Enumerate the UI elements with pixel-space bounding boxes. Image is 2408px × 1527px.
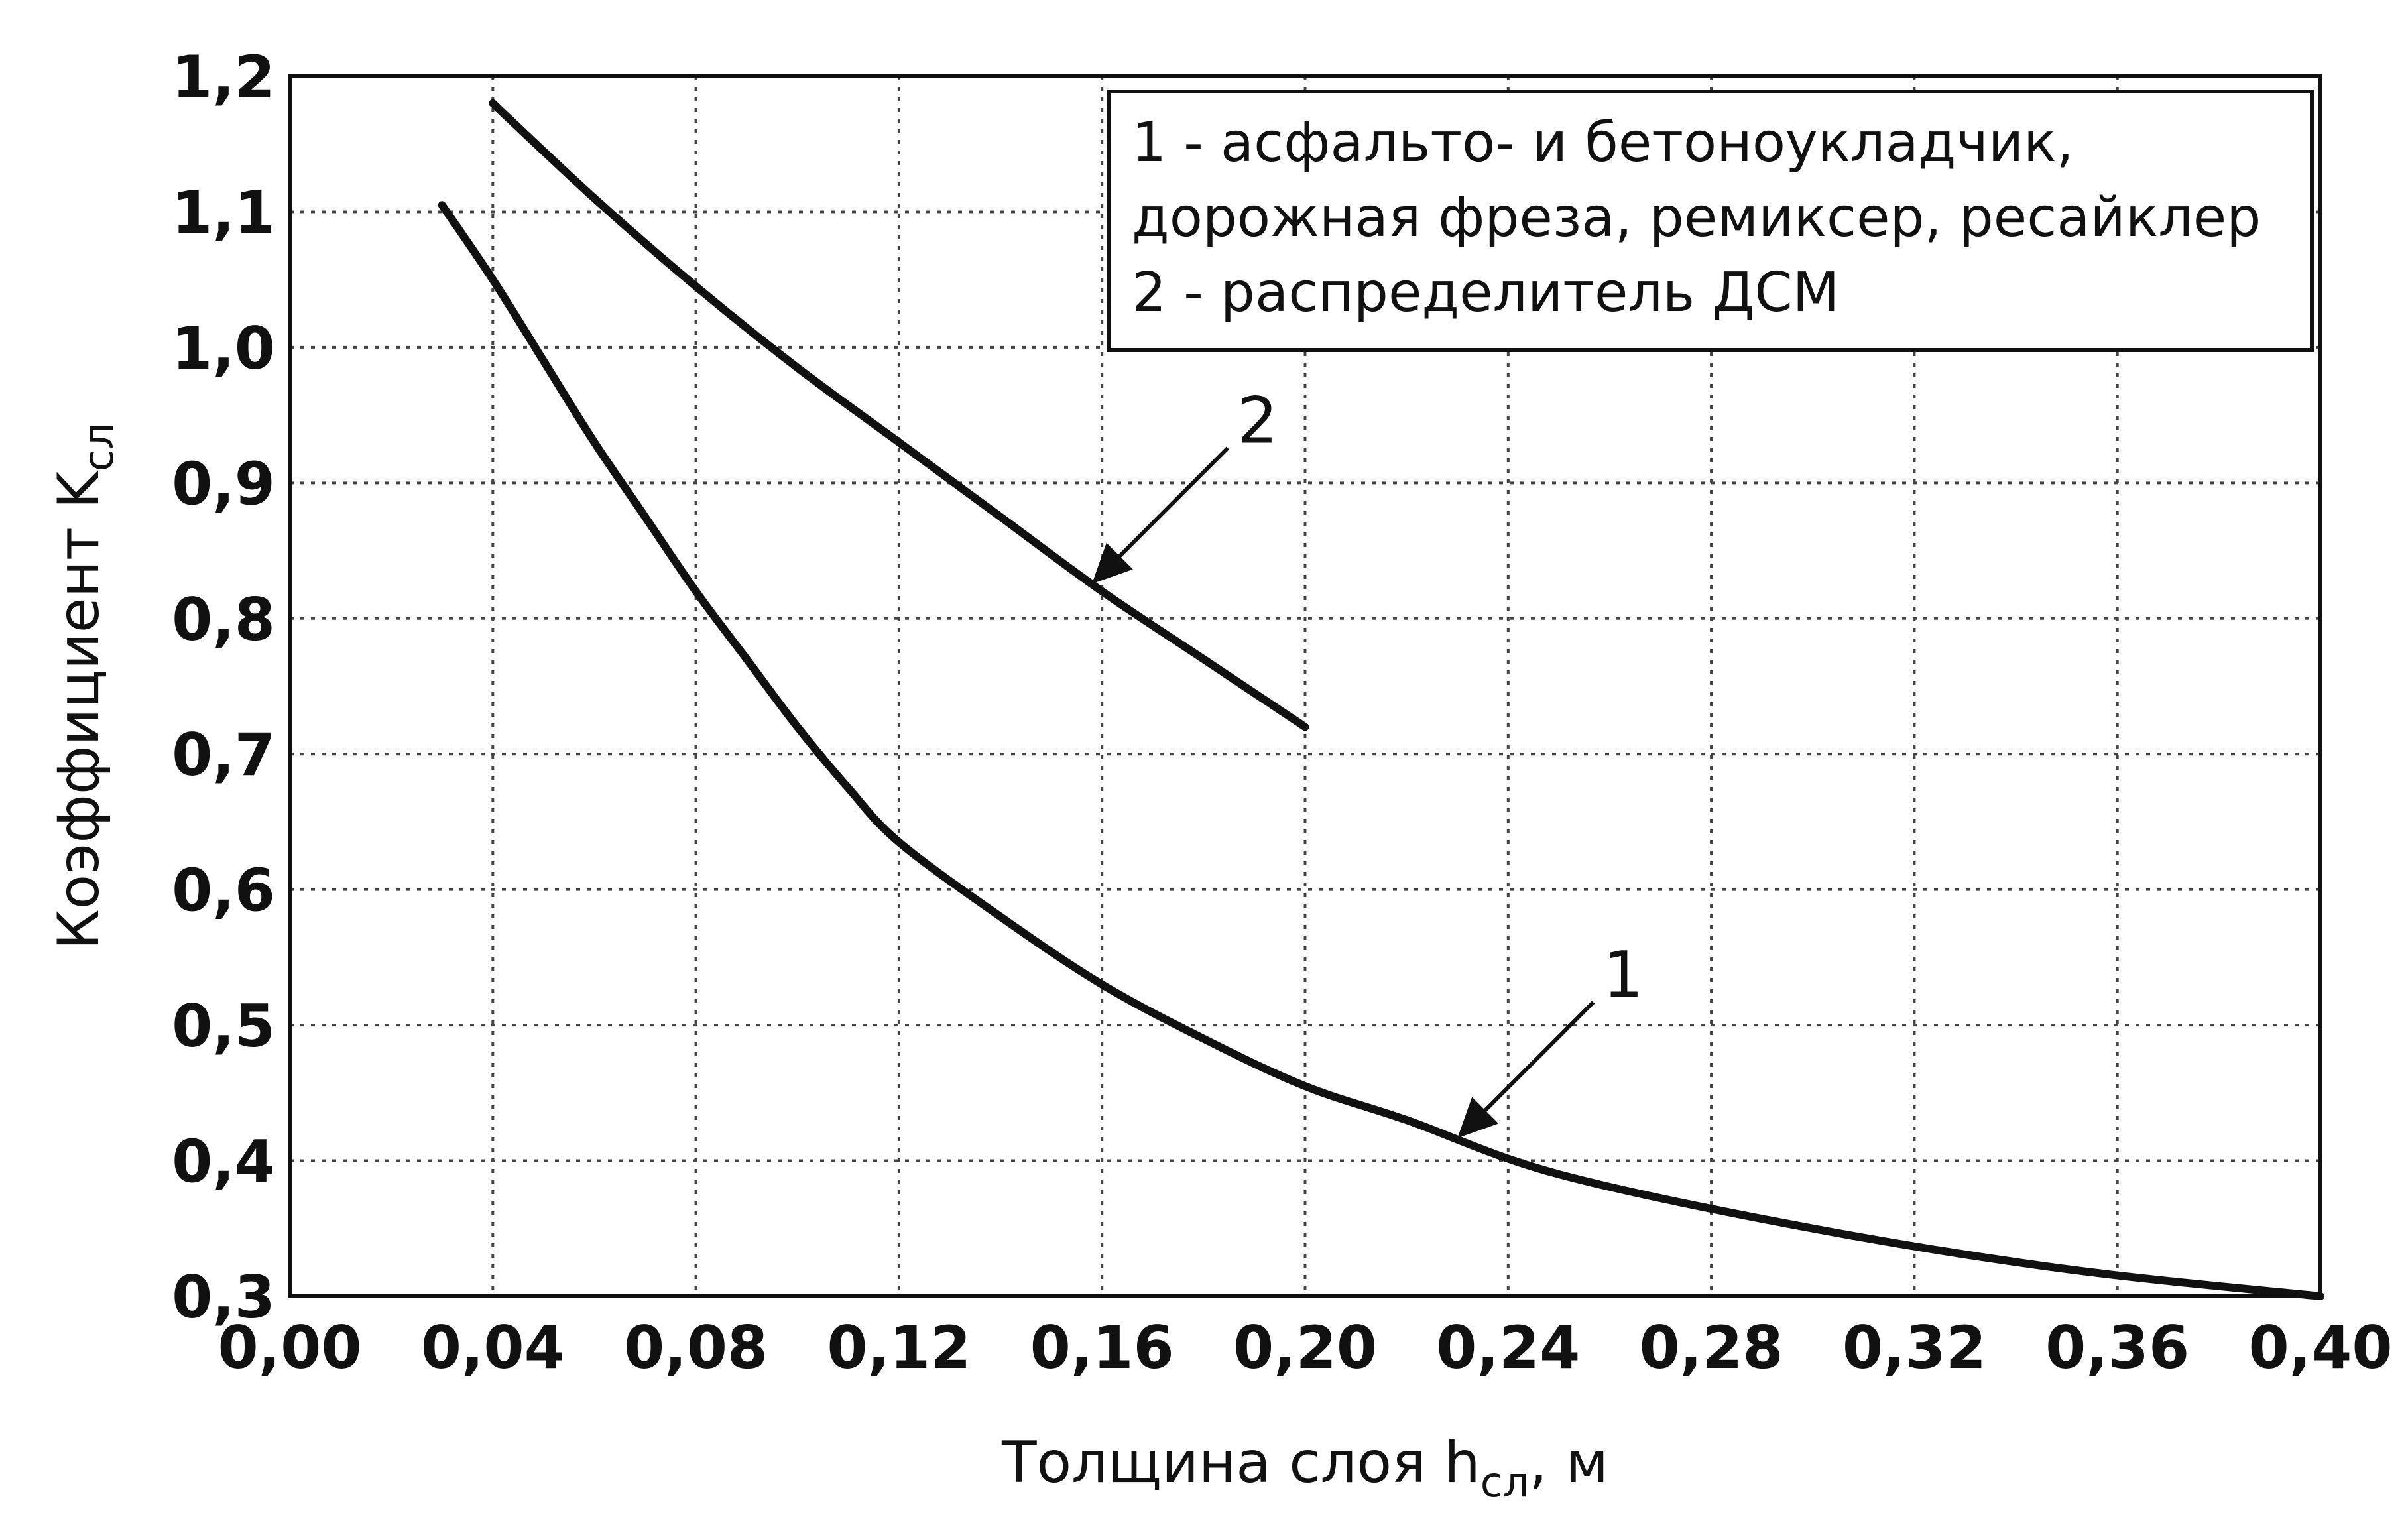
- y-tick-label: 1,0: [172, 314, 275, 383]
- y-tick-label: 1,2: [172, 43, 275, 111]
- tick-labels: 0,00 0,04 0,08 0,12 0,16 0,20 0,24 0,28 0,32 0,36…: [172, 43, 2392, 1382]
- x-axis-title: Толщина слоя hсл, м: [1001, 1430, 1608, 1506]
- y-tick-label: 0,5: [172, 992, 275, 1060]
- x-tick-label: 0,16: [1030, 1313, 1174, 1382]
- series-1-callout-label: 1: [1603, 938, 1644, 1012]
- series-2-line: [489, 99, 1309, 731]
- x-tick-label: 0,28: [1640, 1313, 1783, 1382]
- x-tick-label: 0,36: [2045, 1313, 2189, 1382]
- plot-frame: [288, 74, 2322, 1298]
- x-tick-label: 0,20: [1233, 1313, 1377, 1382]
- y-tick-label: 1,1: [172, 178, 275, 247]
- legend: 1 - асфальто- и бетоноукладчик, дорожная …: [1107, 90, 2314, 352]
- y-axis-title-subscript: сл: [74, 423, 123, 472]
- legend-entry-line: 2 - распределитель ДСМ: [1132, 261, 1839, 324]
- y-tick-label: 0,9: [172, 450, 275, 518]
- x-axis-title-main: Толщина слоя h: [1001, 1430, 1480, 1496]
- legend-entry-line: 1 - асфальто- и бетоноукладчик,: [1132, 111, 2074, 174]
- y-tick-label: 0,7: [172, 721, 275, 789]
- x-tick-label: 0,08: [624, 1313, 768, 1382]
- series-2-callout-arrow: [1102, 446, 1230, 574]
- series-lines: [438, 99, 2324, 1300]
- callouts: 12: [1091, 384, 1644, 1138]
- x-tick-label: 0,24: [1436, 1313, 1580, 1382]
- x-tick-label: 0,32: [1842, 1313, 1986, 1382]
- y-tick-label: 0,4: [172, 1128, 275, 1196]
- x-tick-label: 0,04: [421, 1313, 565, 1382]
- legend-box: [1107, 90, 2314, 352]
- x-tick-label: 0,40: [2248, 1313, 2392, 1382]
- legend-entry-line: дорожная фреза, ремиксер, ресайклер: [1132, 186, 2261, 249]
- y-axis-title: Коэффициент Kсл: [46, 423, 123, 950]
- legend-entries: 1 - асфальто- и бетоноукладчик, дорожная …: [1132, 111, 2261, 324]
- y-tick-label: 0,6: [172, 857, 275, 925]
- x-axis-title-subscript: сл: [1480, 1458, 1530, 1506]
- series-1-line: [438, 201, 2324, 1300]
- y-tick-label: 0,8: [172, 585, 275, 654]
- x-axis-title-suffix: , м: [1529, 1430, 1608, 1496]
- x-tick-label: 0,00: [217, 1313, 361, 1382]
- series-1-callout-arrowhead: [1457, 1097, 1499, 1138]
- y-axis-title-main: Коэффициент K: [46, 470, 112, 950]
- y-tick-label: 0,3: [172, 1263, 275, 1331]
- series-2-callout-label: 2: [1237, 384, 1278, 458]
- series-1-callout-arrow: [1468, 1001, 1595, 1128]
- x-tick-label: 0,12: [827, 1313, 971, 1382]
- series-2-callout-arrowhead: [1091, 542, 1133, 584]
